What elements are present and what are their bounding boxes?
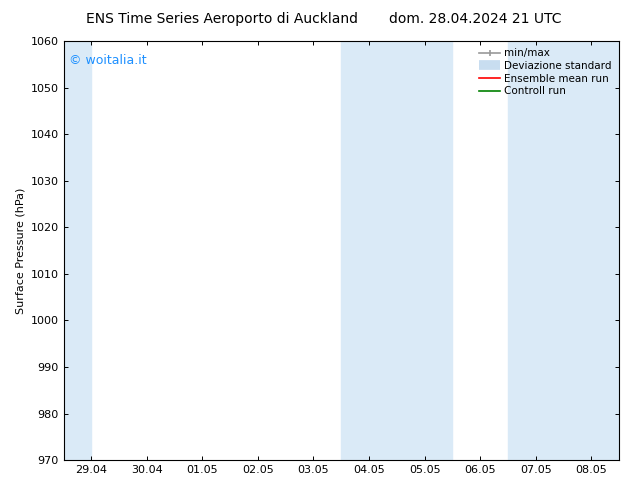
Text: ENS Time Series Aeroporto di Auckland: ENS Time Series Aeroporto di Auckland — [86, 12, 358, 26]
Y-axis label: Surface Pressure (hPa): Surface Pressure (hPa) — [15, 187, 25, 314]
Text: © woitalia.it: © woitalia.it — [69, 53, 146, 67]
Legend: min/max, Deviazione standard, Ensemble mean run, Controll run: min/max, Deviazione standard, Ensemble m… — [476, 45, 615, 99]
Bar — [508, 41, 619, 460]
Bar — [341, 41, 453, 460]
Text: dom. 28.04.2024 21 UTC: dom. 28.04.2024 21 UTC — [389, 12, 562, 26]
Bar — [63, 41, 91, 460]
